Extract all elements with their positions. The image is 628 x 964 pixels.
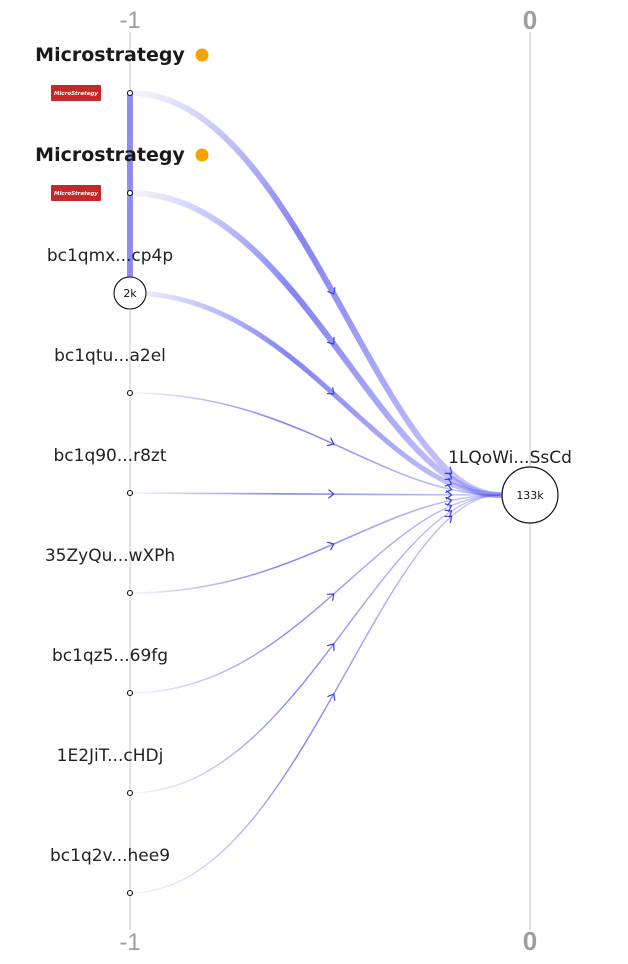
source-nodes: MicrostrategyMicroStrategyMicrostrategyM… (35, 44, 209, 897)
left-axis-top-label: -1 (119, 7, 140, 34)
source-node-src-2[interactable]: Microstrategy MicroStrategy (35, 144, 209, 201)
source-node-dot[interactable] (126, 489, 134, 497)
flow-arrow-src-1-1 (444, 466, 453, 475)
source-node-dot[interactable] (126, 389, 134, 397)
source-node-dot[interactable] (126, 889, 134, 897)
target-node[interactable]: 133k 1LQoWi...SsCd (448, 448, 572, 524)
flow-arrow-src-8-0 (326, 643, 335, 652)
flow-arrow-src-6-1 (445, 496, 453, 506)
source-node-src-6[interactable]: 35ZyQu...wXPh (45, 546, 175, 597)
source-address-label[interactable]: 1E2JiT...cHDj (57, 746, 164, 766)
source-node-dot[interactable] (126, 789, 134, 797)
logo-wordmark: MicroStrategy (54, 191, 98, 197)
source-node-src-7[interactable]: bc1qz5...69fg (52, 646, 168, 697)
flow-arrow-src-5-0 (328, 489, 335, 499)
target-node-badge: 133k (516, 489, 544, 502)
flow-arrow-src-1-0 (327, 287, 336, 295)
source-node-dot[interactable] (126, 689, 134, 697)
microstrategy-logo-icon (51, 85, 101, 101)
target-node-label[interactable]: 1LQoWi...SsCd (448, 448, 572, 468)
source-node-badge: 2k (123, 287, 137, 300)
source-address-label[interactable]: 35ZyQu...wXPh (45, 546, 175, 566)
source-node-dot[interactable] (126, 589, 134, 597)
flow-arrow-src-2-0 (327, 337, 335, 345)
flow-arrows (326, 287, 453, 701)
source-node-src-9[interactable]: bc1q2v...hee9 (50, 846, 170, 897)
flow-arrow-src-8-1 (444, 509, 453, 518)
source-address-label[interactable]: bc1qmx...cp4p (47, 246, 173, 266)
flow-edge-src-8[interactable] (129, 494, 501, 794)
logo-wordmark: MicroStrategy (54, 91, 98, 97)
source-node-src-1[interactable]: Microstrategy MicroStrategy (35, 44, 209, 101)
source-node-src-4[interactable]: bc1qtu...a2el (54, 346, 166, 397)
flow-arrow-src-2-1 (444, 472, 453, 481)
source-node-src-5[interactable]: bc1q90...r8zt (54, 446, 167, 497)
source-address-label[interactable]: bc1q90...r8zt (54, 446, 167, 466)
flow-arrow-src-6-0 (327, 541, 335, 551)
flow-edge-src-6[interactable] (129, 494, 501, 594)
microstrategy-logo-icon (51, 185, 101, 201)
source-node-dot[interactable] (126, 189, 134, 197)
flow-arrow-src-4-0 (326, 437, 335, 447)
flow-arrow-src-7-0 (326, 593, 335, 601)
flow-arrow-src-7-1 (444, 503, 453, 512)
source-node-src-3[interactable]: bc1qmx...cp4p 2k (47, 246, 173, 310)
flow-edge-src-7[interactable] (129, 494, 501, 694)
target-node-circle[interactable] (501, 466, 559, 524)
source-address-label[interactable]: bc1qtu...a2el (54, 346, 166, 366)
right-axis-bottom-label: 0 (523, 926, 537, 956)
source-node-src-8[interactable]: 1E2JiT...cHDj (57, 746, 164, 797)
source-entity-label[interactable]: Microstrategy (35, 44, 185, 66)
entity-status-dot (195, 48, 209, 62)
source-entity-label[interactable]: Microstrategy (35, 144, 185, 166)
flow-arrow-src-3-0 (326, 387, 335, 395)
source-address-label[interactable]: bc1q2v...hee9 (50, 846, 170, 866)
left-axis-bottom-label: -1 (119, 929, 140, 956)
flow-edge-src-5[interactable] (129, 492, 501, 496)
flow-edge-src-2[interactable] (127, 190, 503, 498)
flow-edge-src-9[interactable] (129, 494, 501, 894)
flow-edge-src-1[interactable] (127, 90, 503, 498)
entity-status-dot (195, 148, 209, 162)
source-node-circle[interactable] (113, 276, 147, 310)
flow-edges (127, 90, 503, 894)
source-node-dot[interactable] (126, 89, 134, 97)
flow-arrow-src-9-1 (444, 515, 453, 524)
right-axis-top-label: 0 (523, 5, 537, 35)
flow-arrow-src-9-0 (327, 693, 336, 701)
flow-arrow-src-5-1 (445, 490, 453, 500)
source-address-label[interactable]: bc1qz5...69fg (52, 646, 168, 666)
